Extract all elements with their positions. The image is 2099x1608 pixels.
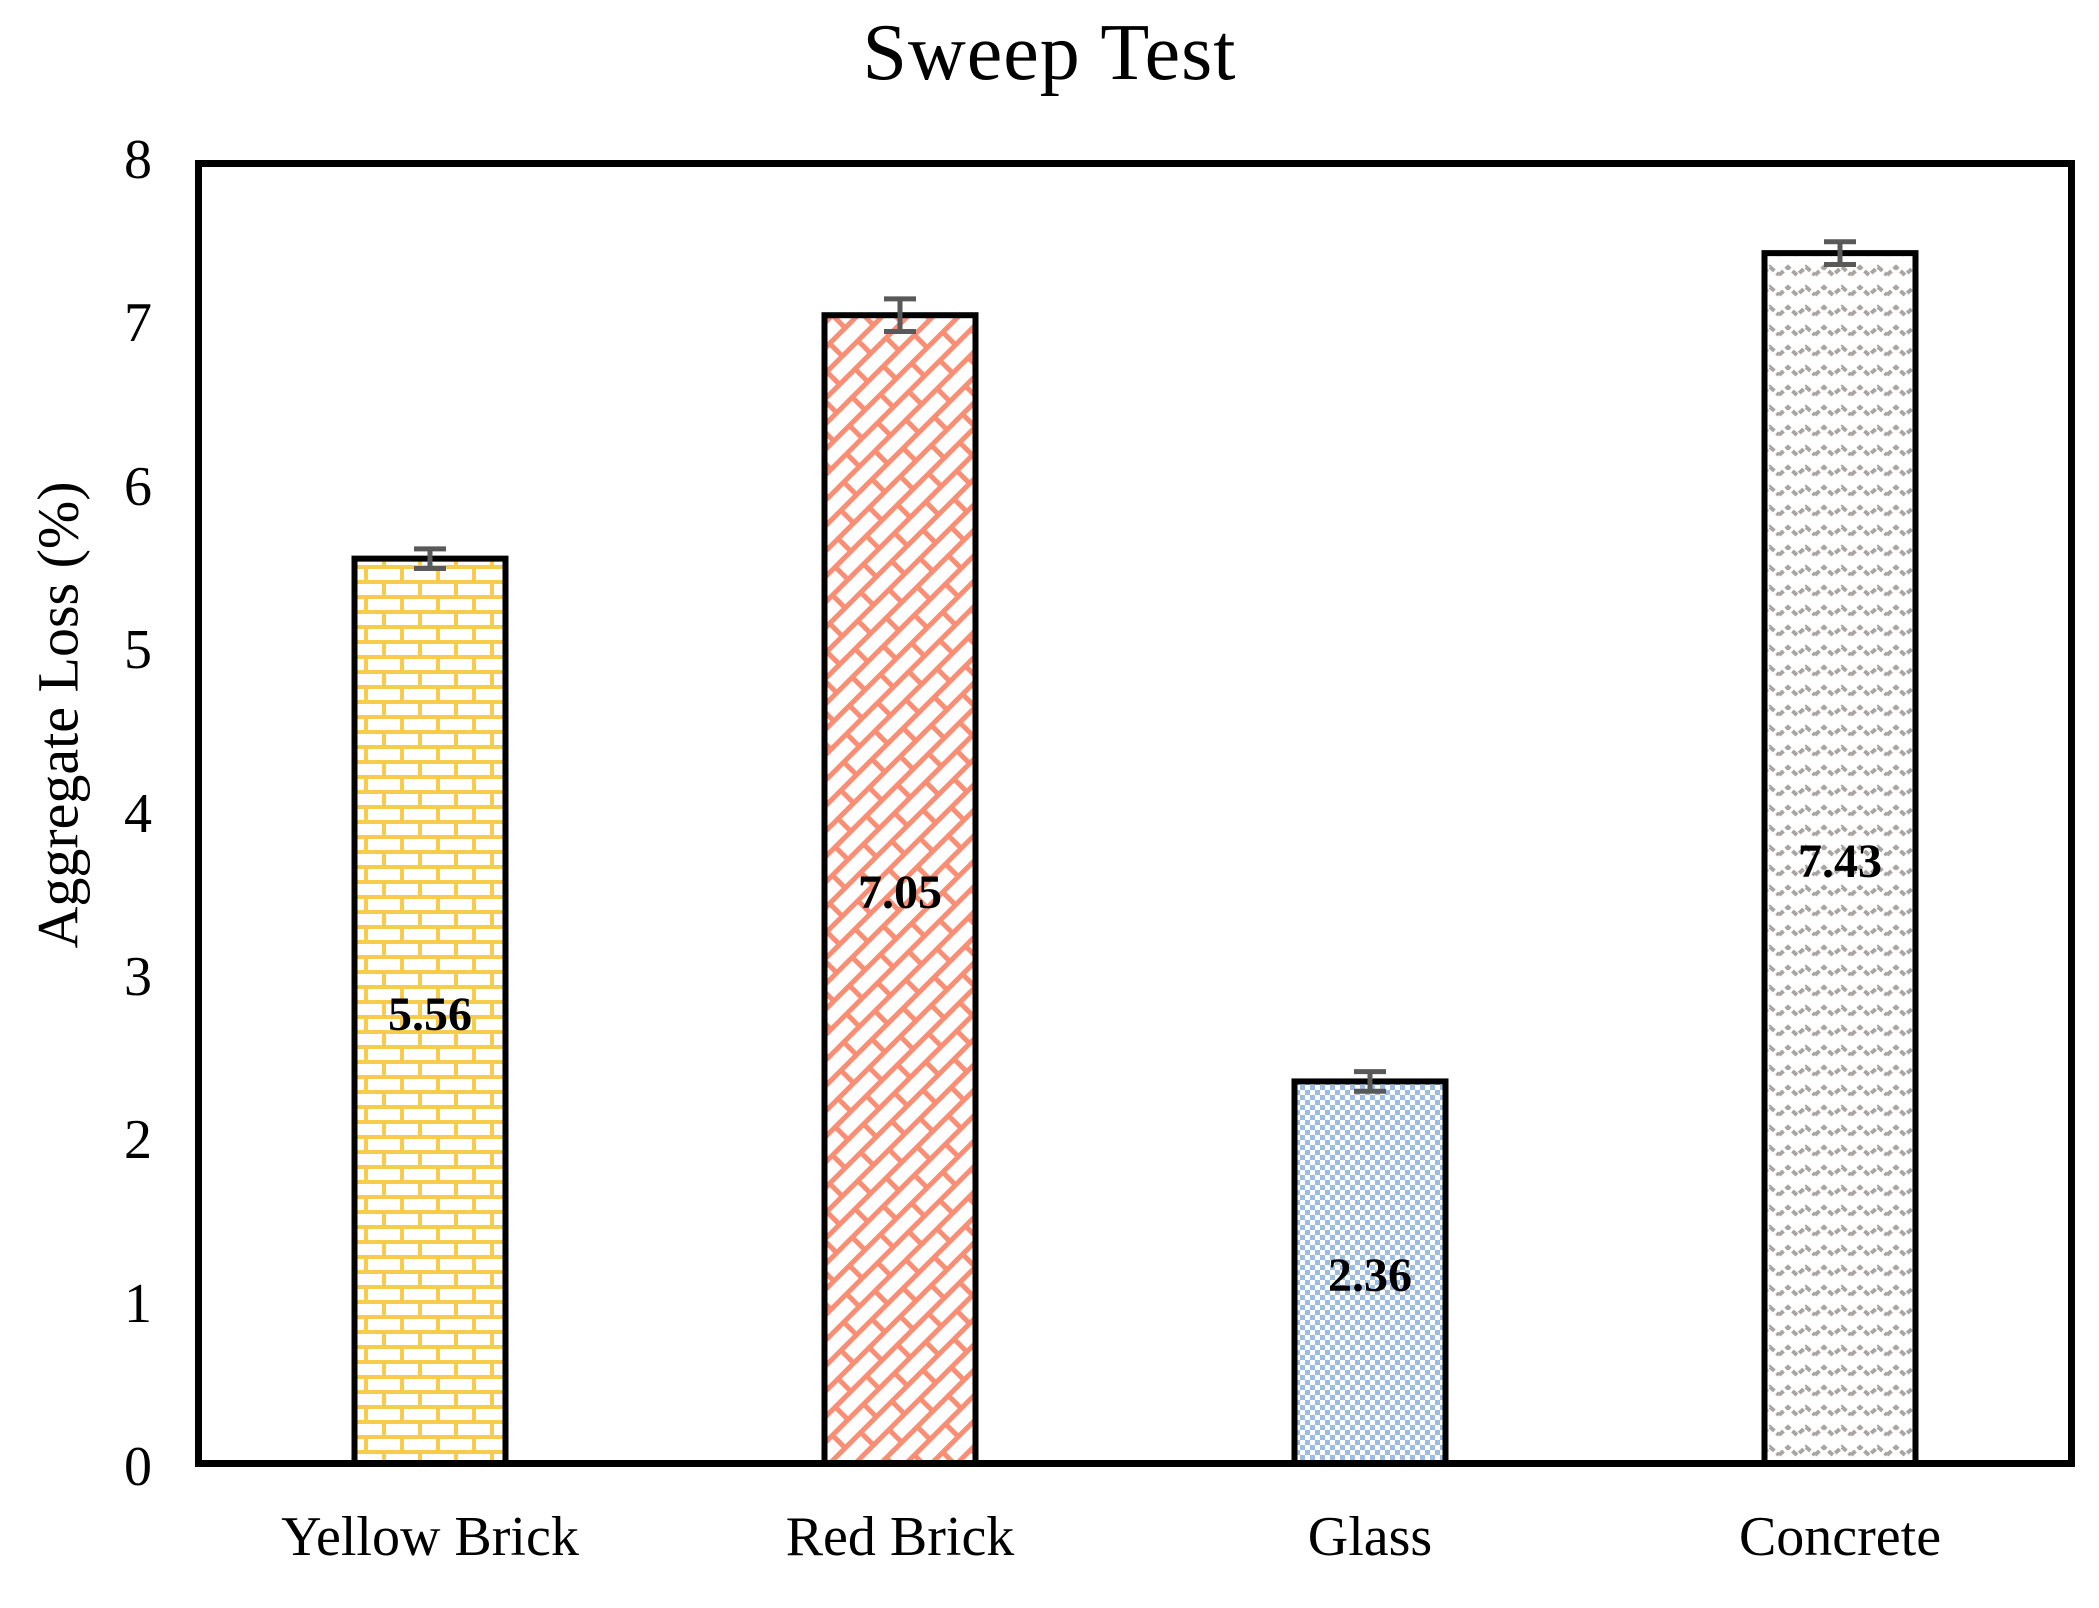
bar-value-label: 7.05 xyxy=(858,866,942,919)
chart-title: Sweep Test xyxy=(862,9,1237,97)
bars-group: 5.56 7.05 2.36 7.43 xyxy=(351,239,1919,1467)
error-bar xyxy=(884,296,916,335)
error-bar xyxy=(414,546,446,571)
y-tick-label: 5 xyxy=(124,619,152,682)
plot-area: 5.56 7.05 2.36 7.43 xyxy=(195,160,2075,1467)
y-tick-label: 0 xyxy=(124,1436,152,1498)
x-category-label-concrete: Concrete xyxy=(1738,1506,1942,1568)
y-tick-label: 3 xyxy=(124,945,152,1008)
x-category-label-red-brick: Red Brick xyxy=(785,1506,1015,1568)
plot-frame xyxy=(195,160,2075,1467)
y-tick-label: 2 xyxy=(124,1109,152,1172)
bar-value-label: 5.56 xyxy=(388,988,472,1041)
bar-yellow-brick xyxy=(351,555,509,1467)
y-axis-label: Aggregate Loss (%) xyxy=(25,481,91,949)
y-tick-label: 1 xyxy=(124,1272,152,1335)
y-tick-label: 4 xyxy=(124,782,152,845)
y-tick-label: 8 xyxy=(124,129,152,191)
x-category-label-glass: Glass xyxy=(1307,1506,1433,1568)
bar-value-label: 2.36 xyxy=(1328,1249,1412,1302)
y-tick-label: 6 xyxy=(124,455,152,518)
bar-value-label: 7.43 xyxy=(1798,835,1882,888)
y-tick-label: 7 xyxy=(124,292,152,355)
error-bar xyxy=(1824,239,1856,268)
error-bar xyxy=(1354,1069,1386,1094)
x-category-label-yellow-brick: Yellow Brick xyxy=(281,1506,579,1568)
